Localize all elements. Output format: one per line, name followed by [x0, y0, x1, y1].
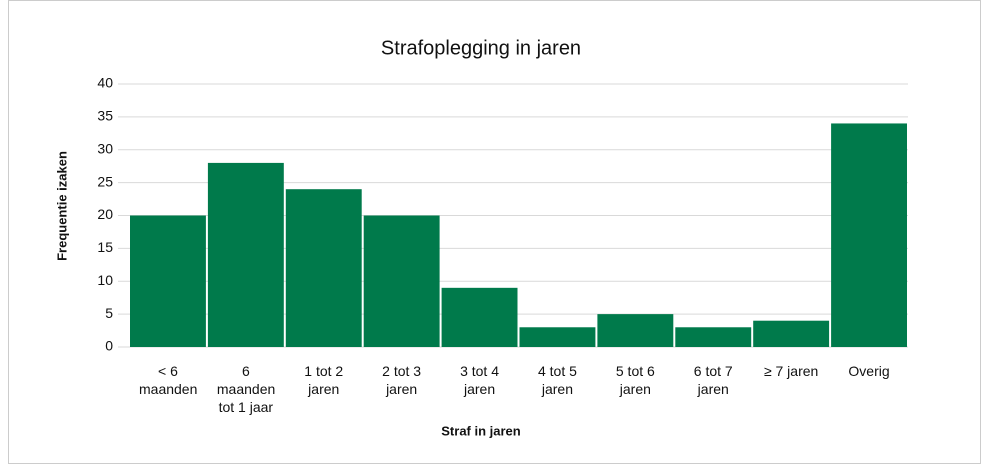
bar	[363, 215, 440, 347]
y-tick-label: 20	[97, 206, 113, 222]
x-tick-label: 2 tot 3 jaren	[382, 363, 422, 397]
bar	[130, 215, 206, 347]
bar	[597, 314, 674, 347]
y-tick-label: 40	[97, 75, 113, 91]
y-tick-label: 5	[105, 305, 113, 321]
y-tick-label: 30	[97, 140, 113, 156]
y-tick-label: 35	[97, 108, 113, 124]
x-tick-label: 3 tot 4 jaren	[460, 363, 499, 397]
y-tick-label: 25	[97, 173, 113, 189]
x-tick-label: 6 tot 7 jaren	[693, 363, 733, 397]
chart-title: Strafoplegging in jaren	[381, 37, 581, 59]
bar	[675, 327, 752, 347]
x-tick-label: Overig	[848, 363, 890, 379]
x-axis-label: Straf in jaren	[441, 423, 521, 438]
x-tick-label: 4 tot 5 jaren	[537, 363, 577, 397]
x-tick-label: 6 maanden tot 1 jaar	[216, 363, 276, 415]
bar	[519, 327, 596, 347]
bar	[753, 320, 830, 347]
bar	[285, 189, 362, 347]
x-tick-label: ≥ 7 jaren	[763, 363, 819, 379]
y-tick-label: 10	[97, 272, 113, 288]
bar	[441, 287, 518, 347]
x-tick-label: 1 tot 2 jaren	[304, 363, 344, 397]
bar	[207, 162, 284, 347]
x-tick-label: < 6 maanden	[139, 363, 198, 397]
chart-frame	[8, 0, 981, 464]
y-tick-label: 15	[97, 239, 113, 255]
x-tick-label: 5 tot 6 jaren	[615, 363, 655, 397]
y-tick-label: 0	[105, 338, 113, 354]
y-axis-label: Frequentie izaken	[54, 151, 69, 261]
bar	[831, 123, 907, 347]
